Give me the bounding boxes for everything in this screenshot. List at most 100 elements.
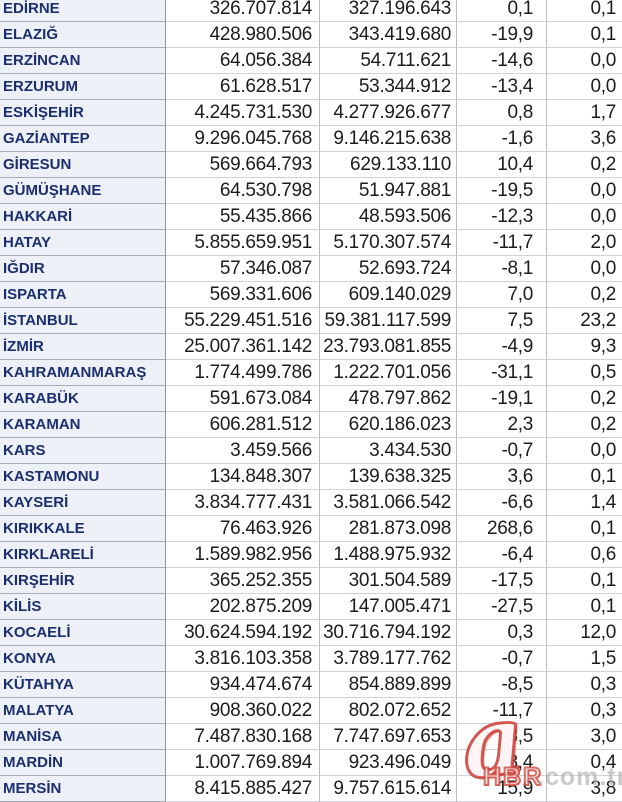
table-row: HATAY 5.855.659.951 5.170.307.574 -11,7 … bbox=[0, 230, 622, 256]
change-pct-cell: 15,9 bbox=[457, 776, 547, 802]
change-pct-cell: -31,1 bbox=[457, 360, 547, 386]
share-pct-cell: 0,1 bbox=[547, 464, 622, 490]
value-prev-cell: 7.487.830.168 bbox=[166, 724, 320, 750]
change-pct-cell: -0,7 bbox=[457, 438, 547, 464]
table-row: İSTANBUL 55.229.451.516 59.381.117.599 7… bbox=[0, 308, 622, 334]
share-pct-cell: 12,0 bbox=[547, 620, 622, 646]
value-curr-cell: 30.716.794.192 bbox=[320, 620, 457, 646]
share-pct-cell: 0,1 bbox=[547, 568, 622, 594]
share-pct-cell: 2,0 bbox=[547, 230, 622, 256]
value-curr-cell: 281.873.098 bbox=[320, 516, 457, 542]
value-curr-cell: 802.072.652 bbox=[320, 698, 457, 724]
city-cell: IĞDIR bbox=[0, 256, 166, 282]
change-pct-cell: -1,6 bbox=[457, 126, 547, 152]
city-cell: ESKİŞEHİR bbox=[0, 100, 166, 126]
share-pct-cell: 0,1 bbox=[547, 22, 622, 48]
change-pct-cell: 3,6 bbox=[457, 464, 547, 490]
city-cell: KAYSERİ bbox=[0, 490, 166, 516]
table-row: KAHRAMANMARAŞ 1.774.499.786 1.222.701.05… bbox=[0, 360, 622, 386]
city-cell: İSTANBUL bbox=[0, 308, 166, 334]
value-curr-cell: 343.419.680 bbox=[320, 22, 457, 48]
table-row: MANİSA 7.487.830.168 7.747.697.653 -3,5 … bbox=[0, 724, 622, 750]
table-row: KİLİS 202.875.209 147.005.471 -27,5 0,1 bbox=[0, 594, 622, 620]
change-pct-cell: -19,9 bbox=[457, 22, 547, 48]
change-pct-cell: 0,3 bbox=[457, 620, 547, 646]
value-curr-cell: 609.140.029 bbox=[320, 282, 457, 308]
change-pct-cell: 268,6 bbox=[457, 516, 547, 542]
value-prev-cell: 134.848.307 bbox=[166, 464, 320, 490]
table-row: IĞDIR 57.346.087 52.693.724 -8,1 0,0 bbox=[0, 256, 622, 282]
city-cell: ERZURUM bbox=[0, 74, 166, 100]
table-row: KARABÜK 591.673.084 478.797.862 -19,1 0,… bbox=[0, 386, 622, 412]
value-prev-cell: 591.673.084 bbox=[166, 386, 320, 412]
value-prev-cell: 76.463.926 bbox=[166, 516, 320, 542]
city-cell: KARABÜK bbox=[0, 386, 166, 412]
table-row: KÜTAHYA 934.474.674 854.889.899 -8,5 0,3 bbox=[0, 672, 622, 698]
city-cell: ERZİNCAN bbox=[0, 48, 166, 74]
share-pct-cell: 0,2 bbox=[547, 412, 622, 438]
change-pct-cell: -11,7 bbox=[457, 698, 547, 724]
value-prev-cell: 3.816.103.358 bbox=[166, 646, 320, 672]
value-curr-cell: 54.711.621 bbox=[320, 48, 457, 74]
table-row: ISPARTA 569.331.606 609.140.029 7,0 0,2 bbox=[0, 282, 622, 308]
share-pct-cell: 0,2 bbox=[547, 386, 622, 412]
city-cell: KİLİS bbox=[0, 594, 166, 620]
value-curr-cell: 23.793.081.855 bbox=[320, 334, 457, 360]
value-curr-cell: 51.947.881 bbox=[320, 178, 457, 204]
value-curr-cell: 52.693.724 bbox=[320, 256, 457, 282]
change-pct-cell: 7,5 bbox=[457, 308, 547, 334]
value-prev-cell: 4.245.731.530 bbox=[166, 100, 320, 126]
change-pct-cell: -8,5 bbox=[457, 672, 547, 698]
value-prev-cell: 326.707.814 bbox=[166, 0, 320, 22]
value-prev-cell: 61.628.517 bbox=[166, 74, 320, 100]
table-row: KIRIKKALE 76.463.926 281.873.098 268,6 0… bbox=[0, 516, 622, 542]
share-pct-cell: 1,5 bbox=[547, 646, 622, 672]
value-prev-cell: 569.331.606 bbox=[166, 282, 320, 308]
value-curr-cell: 48.593.506 bbox=[320, 204, 457, 230]
value-curr-cell: 620.186.023 bbox=[320, 412, 457, 438]
share-pct-cell: 1,4 bbox=[547, 490, 622, 516]
table-row: MERSİN 8.415.885.427 9.757.615.614 15,9 … bbox=[0, 776, 622, 802]
share-pct-cell: 0,0 bbox=[547, 74, 622, 100]
city-cell: KIRŞEHİR bbox=[0, 568, 166, 594]
value-curr-cell: 7.747.697.653 bbox=[320, 724, 457, 750]
value-curr-cell: 923.496.049 bbox=[320, 750, 457, 776]
table-row: GAZİANTEP 9.296.045.768 9.146.215.638 -1… bbox=[0, 126, 622, 152]
table-row: ELAZIĞ 428.980.506 343.419.680 -19,9 0,1 bbox=[0, 22, 622, 48]
value-prev-cell: 365.252.355 bbox=[166, 568, 320, 594]
table-row: KASTAMONU 134.848.307 139.638.325 3,6 0,… bbox=[0, 464, 622, 490]
value-curr-cell: 9.757.615.614 bbox=[320, 776, 457, 802]
share-pct-cell: 0,1 bbox=[547, 594, 622, 620]
change-pct-cell: 2,3 bbox=[457, 412, 547, 438]
share-pct-cell: 0,3 bbox=[547, 698, 622, 724]
value-prev-cell: 428.980.506 bbox=[166, 22, 320, 48]
value-curr-cell: 3.789.177.762 bbox=[320, 646, 457, 672]
city-cell: MERSİN bbox=[0, 776, 166, 802]
city-cell: KIRIKKALE bbox=[0, 516, 166, 542]
change-pct-cell: 0,8 bbox=[457, 100, 547, 126]
city-cell: ELAZIĞ bbox=[0, 22, 166, 48]
change-pct-cell: -8,1 bbox=[457, 256, 547, 282]
share-pct-cell: 0,2 bbox=[547, 152, 622, 178]
city-cell: ISPARTA bbox=[0, 282, 166, 308]
table-row: KIRKLARELİ 1.589.982.956 1.488.975.932 -… bbox=[0, 542, 622, 568]
share-pct-cell: 0,3 bbox=[547, 672, 622, 698]
value-curr-cell: 478.797.862 bbox=[320, 386, 457, 412]
change-pct-cell: -19,5 bbox=[457, 178, 547, 204]
city-cell: İZMİR bbox=[0, 334, 166, 360]
value-curr-cell: 1.222.701.056 bbox=[320, 360, 457, 386]
change-pct-cell: -6,4 bbox=[457, 542, 547, 568]
share-pct-cell: 3,0 bbox=[547, 724, 622, 750]
value-prev-cell: 5.855.659.951 bbox=[166, 230, 320, 256]
value-curr-cell: 3.434.530 bbox=[320, 438, 457, 464]
value-curr-cell: 301.504.589 bbox=[320, 568, 457, 594]
change-pct-cell: -4,9 bbox=[457, 334, 547, 360]
value-curr-cell: 5.170.307.574 bbox=[320, 230, 457, 256]
share-pct-cell: 23,2 bbox=[547, 308, 622, 334]
value-prev-cell: 3.459.566 bbox=[166, 438, 320, 464]
value-curr-cell: 3.581.066.542 bbox=[320, 490, 457, 516]
city-cell: HATAY bbox=[0, 230, 166, 256]
value-curr-cell: 327.196.643 bbox=[320, 0, 457, 22]
table-row: GİRESUN 569.664.793 629.133.110 10,4 0,2 bbox=[0, 152, 622, 178]
